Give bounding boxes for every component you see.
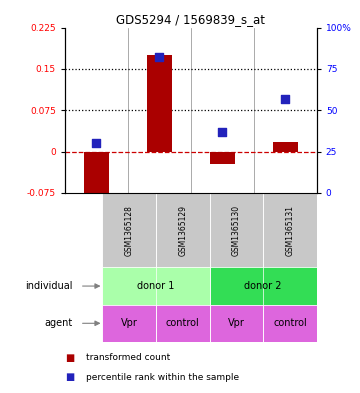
Text: control: control bbox=[166, 318, 200, 328]
Bar bbox=[263, 193, 317, 268]
Bar bbox=[210, 305, 263, 342]
Text: GSM1365128: GSM1365128 bbox=[125, 205, 134, 256]
Bar bbox=[210, 152, 235, 164]
Text: Vpr: Vpr bbox=[228, 318, 245, 328]
Text: agent: agent bbox=[45, 318, 73, 328]
Bar bbox=[84, 152, 109, 204]
Bar bbox=[102, 268, 210, 305]
Text: ■: ■ bbox=[65, 372, 74, 382]
Text: GSM1365130: GSM1365130 bbox=[232, 205, 241, 256]
Point bbox=[93, 140, 99, 147]
Text: donor 1: donor 1 bbox=[137, 281, 175, 291]
Bar bbox=[102, 305, 156, 342]
Bar bbox=[156, 193, 210, 268]
Bar bbox=[210, 193, 263, 268]
Text: donor 2: donor 2 bbox=[244, 281, 282, 291]
Text: individual: individual bbox=[25, 281, 73, 291]
Text: ■: ■ bbox=[65, 353, 74, 363]
Bar bbox=[273, 142, 298, 152]
Text: percentile rank within the sample: percentile rank within the sample bbox=[86, 373, 239, 382]
Text: Vpr: Vpr bbox=[121, 318, 138, 328]
Point bbox=[282, 95, 288, 102]
Title: GDS5294 / 1569839_s_at: GDS5294 / 1569839_s_at bbox=[116, 13, 265, 26]
Bar bbox=[210, 268, 317, 305]
Bar bbox=[147, 55, 172, 152]
Bar bbox=[263, 305, 317, 342]
Bar bbox=[156, 305, 210, 342]
Bar bbox=[102, 193, 156, 268]
Text: GSM1365131: GSM1365131 bbox=[285, 205, 294, 256]
Point bbox=[219, 129, 225, 135]
Point bbox=[156, 54, 162, 61]
Text: control: control bbox=[273, 318, 307, 328]
Text: GSM1365129: GSM1365129 bbox=[178, 205, 187, 256]
Text: transformed count: transformed count bbox=[86, 353, 171, 362]
